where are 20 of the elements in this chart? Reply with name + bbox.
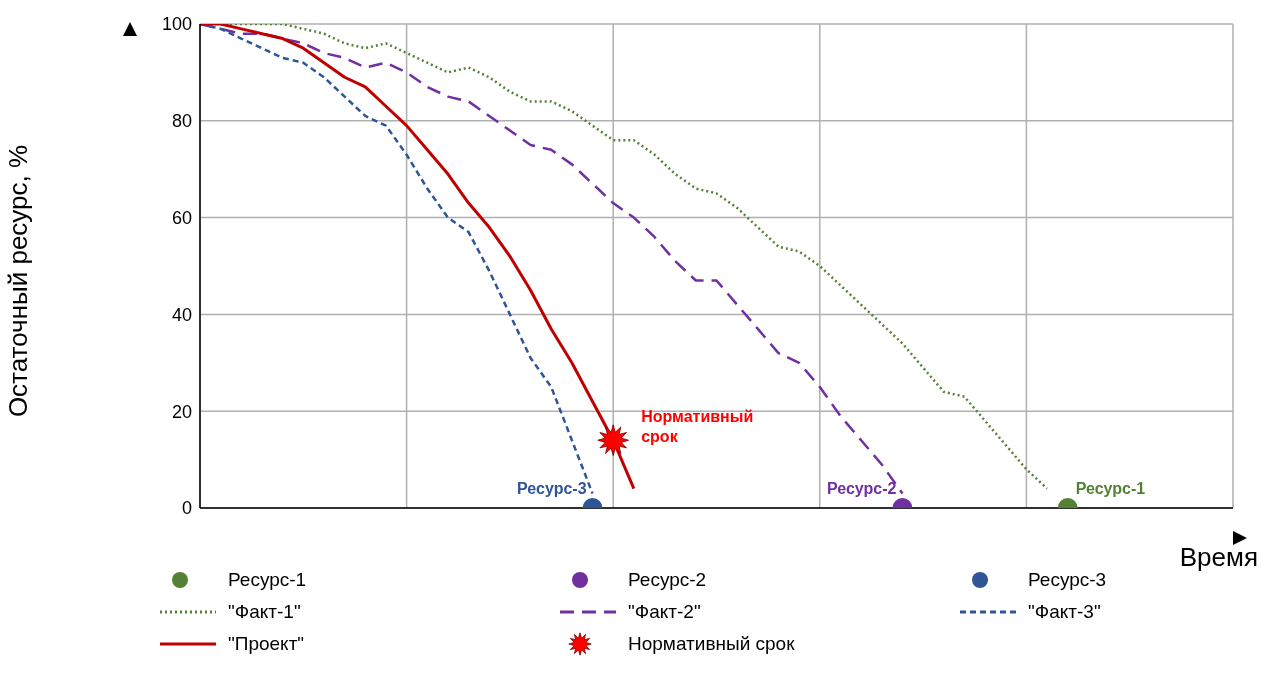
legend-label: Ресурс-1 — [228, 569, 307, 591]
text: Нормативный срок — [641, 408, 754, 446]
y-tick-label: 20 — [171, 401, 192, 422]
text: Ресурс-2 — [826, 480, 897, 497]
x-axis-title: Время — [1179, 542, 1258, 573]
y-tick-label: 0 — [181, 498, 192, 519]
legend-label: Ресурс-2 — [628, 569, 707, 591]
y-tick-label: 60 — [171, 207, 192, 228]
text: Ресурс-3 — [517, 480, 587, 497]
y-axis-title: Остаточный ресурс, % — [2, 144, 34, 418]
legend-label: Ресурс-3 — [1028, 569, 1107, 591]
y-tick-label: 40 — [171, 304, 192, 325]
y-tick-label: 80 — [171, 111, 192, 132]
legend-label: "Факт-3" — [1028, 601, 1101, 623]
legend-label: "Факт-2" — [628, 601, 701, 623]
legend-label: "Факт-1" — [228, 601, 301, 623]
y-tick-label: 100 — [161, 14, 192, 35]
text: Ресурс-1 — [1075, 480, 1146, 497]
legend-label: "Проект" — [228, 633, 305, 655]
legend-label: Нормативный срок — [628, 633, 795, 655]
